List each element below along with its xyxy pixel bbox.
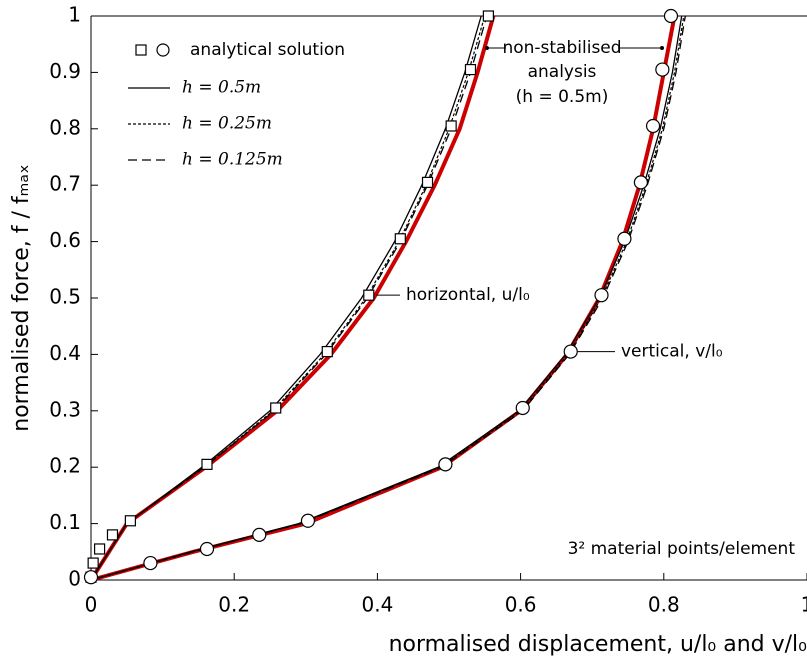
y-tick-label: 0.6 [49,228,81,252]
circle-marker [438,457,453,472]
annotation: horizontal, u/l₀ [406,285,530,305]
x-tick-label: 0.8 [648,593,680,617]
circle-marker [645,118,661,134]
y-tick-label: 0.2 [49,454,81,478]
y-axis-label: normalised force, f / fₘₐₓ [9,164,34,432]
circle-marker [617,231,632,246]
square-marker [124,515,136,527]
square-marker [445,120,457,132]
y-tick-label: 0.1 [49,510,81,534]
square-marker [464,63,477,76]
circle-marker [633,175,648,190]
y-tick-label: 0.4 [49,341,81,365]
circle-marker [663,8,679,24]
y-tick-label: 1 [68,3,81,27]
y-tick-label: 0.7 [49,172,81,196]
annotation-dot [484,46,489,50]
x-tick-label: 0 [85,593,98,617]
x-tick-label: 0.2 [218,593,250,617]
curve [90,15,482,581]
curve [90,15,685,581]
curve [90,15,686,581]
legend-label: h = 0.125m [182,150,283,170]
circle-marker [252,527,267,542]
circle-marker [655,62,670,77]
legend-label: analytical solution [190,40,345,60]
square-marker [394,233,406,245]
y-tick-label: 0.3 [49,397,81,421]
annotation: analysis [528,62,597,82]
square-marker [482,10,494,22]
square-marker [106,529,119,541]
circle-marker [563,344,578,359]
x-axis-label: normalised displacement, u/l₀ and v/l₀ [389,632,807,657]
annotation: vertical, v/l₀ [621,342,723,362]
legend-label: h = 0.25m [182,114,272,134]
annotation: 3² material points/element [568,539,796,559]
annotation: (h = 0.5m) [516,87,609,107]
legend-label: h = 0.5m [182,78,261,98]
square-marker [87,557,99,569]
square-marker [421,176,434,188]
y-tick-label: 0.8 [49,115,81,139]
circle-marker [199,541,215,557]
legend-circle [156,43,170,57]
y-tick-label: 0.9 [49,59,81,83]
circle-marker [594,288,609,303]
square-marker [363,289,375,301]
square-marker [321,345,333,358]
legend-square [135,44,147,56]
square-marker [270,402,282,414]
y-tick-label: 0.5 [49,285,81,309]
annotation-dot [660,46,664,50]
square-marker [201,458,213,470]
square-marker [93,543,106,555]
annotation: non-stabilised [502,38,621,58]
circle-marker [515,400,530,416]
circle-marker [143,555,158,571]
circle-marker [300,513,316,528]
x-tick-label: 1 [801,593,807,617]
circle-marker [83,570,99,585]
x-tick-label: 0.4 [361,593,393,617]
y-tick-label: 0 [68,567,81,591]
x-tick-label: 0.6 [505,593,537,617]
